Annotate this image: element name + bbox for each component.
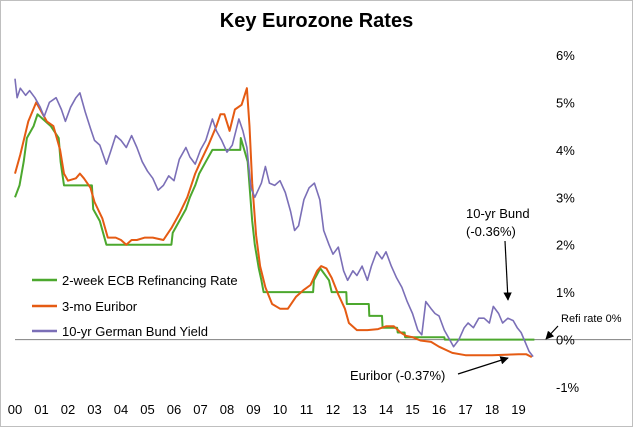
x-tick-label: 11 (300, 402, 314, 417)
x-tick-label: 00 (8, 402, 22, 417)
y-tick-label: 4% (556, 143, 575, 158)
x-tick-label: 07 (193, 402, 207, 417)
arrow-euribor (457, 356, 509, 375)
x-tick-label: 13 (352, 402, 366, 417)
chart-title: Key Eurozone Rates (219, 10, 414, 32)
x-tick-label: 15 (405, 402, 419, 417)
annotation-bund-label: 10-yr Bund (466, 206, 530, 221)
y-tick-label: 3% (556, 190, 575, 205)
x-tick-label: 01 (34, 402, 48, 417)
x-tick-label: 06 (167, 402, 181, 417)
x-tick-label: 14 (379, 402, 393, 417)
x-tick-label: 17 (458, 402, 472, 417)
arrow-bund (503, 240, 512, 301)
x-tick-label: 10 (273, 402, 287, 417)
y-tick-label: 5% (556, 95, 575, 110)
series-line-3 (14, 78, 534, 358)
x-tick-label: 09 (246, 402, 260, 417)
annotation-refi: Refi rate 0% (561, 313, 622, 325)
x-tick-label: 02 (61, 402, 75, 417)
x-tick-label: 19 (511, 402, 525, 417)
legend-label: 3-mo Euribor (62, 299, 138, 314)
x-tick-label: 12 (326, 402, 340, 417)
annotation-bund-value: (-0.36%) (466, 224, 516, 239)
y-tick-label: 2% (556, 238, 575, 253)
x-tick-label: 08 (220, 402, 234, 417)
x-tick-label: 16 (432, 402, 446, 417)
x-tick-label: 04 (114, 402, 128, 417)
y-tick-label: 1% (556, 285, 575, 300)
x-tick-label: 18 (485, 402, 499, 417)
legend-label: 2-week ECB Refinancing Rate (62, 273, 238, 288)
y-tick-label: -1% (556, 380, 580, 395)
y-tick-label: 0% (556, 333, 575, 348)
x-tick-label: 05 (140, 402, 154, 417)
y-tick-label: 6% (556, 48, 575, 63)
legend-label: 10-yr German Bund Yield (62, 324, 208, 339)
annotation-euribor: Euribor (-0.37%) (350, 368, 445, 383)
series-line-2 (14, 87, 533, 358)
arrow-refi (545, 325, 559, 340)
x-tick-label: 03 (87, 402, 101, 417)
